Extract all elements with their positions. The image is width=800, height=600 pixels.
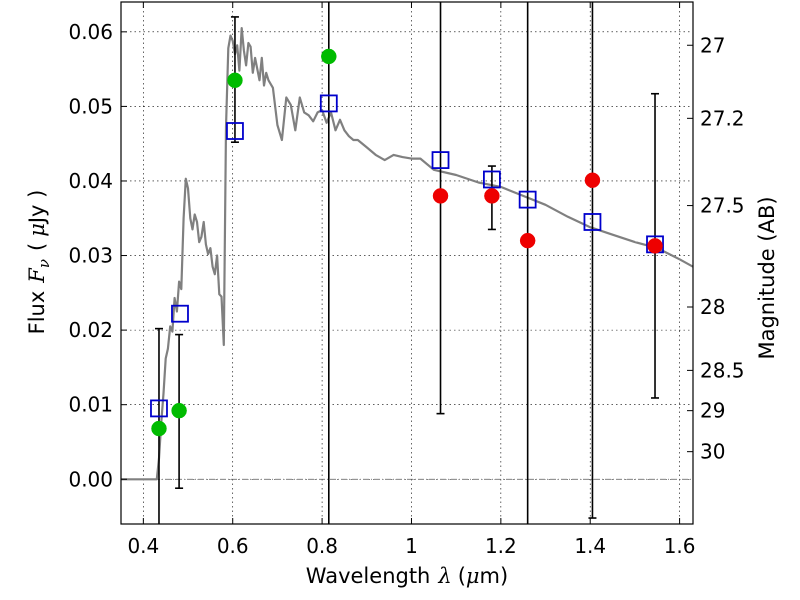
y-tick-label-3: 0.03 xyxy=(68,244,113,268)
upper-limit-point-1 xyxy=(484,188,500,204)
y2-tick-label-0: 27 xyxy=(700,33,725,57)
detection-point-0 xyxy=(151,420,167,437)
model-square-7 xyxy=(583,213,602,231)
upper-limit-point-3 xyxy=(584,172,601,188)
plot-area xyxy=(121,2,693,524)
detection-point-3 xyxy=(321,48,337,65)
y2-tick-label-4: 28.5 xyxy=(700,358,745,382)
y-tick-label-5: 0.05 xyxy=(68,94,113,118)
y2-tick-label-1: 27.2 xyxy=(700,106,745,130)
y-tick-label-1: 0.01 xyxy=(68,393,113,417)
x-tick-label-6: 1.6 xyxy=(664,534,696,558)
y-tick-label-2: 0.02 xyxy=(68,318,113,342)
model-square-3 xyxy=(319,94,338,113)
x-tick-label-2: 0.8 xyxy=(306,534,338,558)
x-tick-label-1: 0.6 xyxy=(217,534,249,558)
model-square-5 xyxy=(483,170,501,189)
x-tick-label-5: 1.4 xyxy=(574,534,606,558)
upper-limit-point-2 xyxy=(519,232,536,249)
x-tick-label-4: 1.2 xyxy=(485,534,517,558)
model-square-6 xyxy=(518,190,537,209)
upper-limit-point-0 xyxy=(432,188,449,204)
detection-point-2 xyxy=(227,72,243,89)
y-tick-label-4: 0.04 xyxy=(68,169,113,193)
upper-limit-point-4 xyxy=(647,238,663,254)
y-tick-label-0: 0.00 xyxy=(68,467,113,491)
plot-frame xyxy=(120,1,694,525)
x-tick-label-0: 0.4 xyxy=(127,534,159,558)
model-square-4 xyxy=(431,151,450,169)
ticks: 0.4 0.6 0.8 1 1.2 1.4 1.6 0.00 0.01 0.02 0.03 0.04 0… xyxy=(68,2,745,558)
model-square-0 xyxy=(150,399,168,418)
y2-tick-label-6: 30 xyxy=(700,440,725,464)
model-square-1 xyxy=(171,304,189,323)
y2-tick-label-3: 28 xyxy=(700,295,725,319)
model-photometry-squares xyxy=(150,94,664,418)
x-tick-label-3: 1 xyxy=(405,534,418,558)
detection-point-1 xyxy=(171,402,187,419)
model-square-2 xyxy=(226,122,244,140)
y-tick-label-6: 0.06 xyxy=(68,20,113,44)
x-axis-label: Wavelength λ (μm) xyxy=(306,564,508,588)
observed-points xyxy=(151,48,663,437)
y-axis-label: FluxFν(μJy ) xyxy=(25,190,53,335)
y2-tick-label-5: 29 xyxy=(700,399,725,423)
y2-axis-label: Magnitude (AB) xyxy=(755,196,779,359)
model-sed-line xyxy=(121,27,693,481)
y2-tick-label-2: 27.5 xyxy=(700,194,745,218)
